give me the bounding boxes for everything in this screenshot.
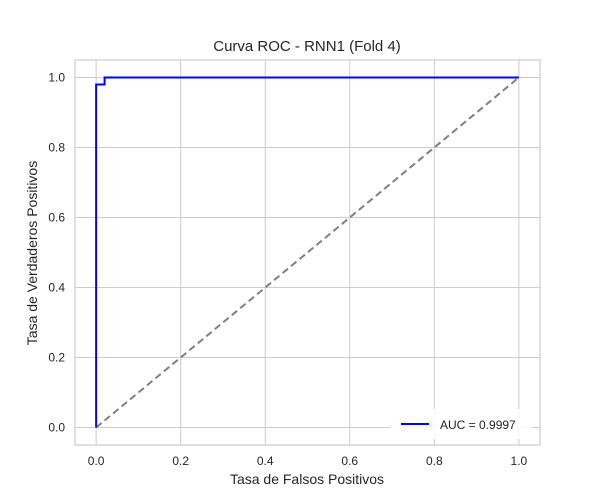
plot-frame xyxy=(74,59,541,446)
x-tick-label: 0.2 xyxy=(172,454,189,468)
y-tick-labels: 0.0 0.2 0.4 0.6 0.8 1.0 xyxy=(48,71,65,435)
legend-label-roc: AUC = 0.9997 xyxy=(440,418,516,432)
y-tick-label: 1.0 xyxy=(48,71,65,85)
x-axis-label: Tasa de Falsos Positivos xyxy=(230,471,384,487)
chart-title: Curva ROC - RNN1 (Fold 4) xyxy=(213,38,401,55)
x-tick-labels: 0.0 0.2 0.4 0.6 0.8 1.0 xyxy=(88,454,528,468)
legend: AUC = 0.9997 xyxy=(390,409,532,439)
y-axis-label: Tasa de Verdaderos Positivos xyxy=(24,161,40,345)
x-tick-label: 0.8 xyxy=(426,454,443,468)
legend-box xyxy=(390,409,532,439)
x-tick-label: 0.0 xyxy=(88,454,105,468)
y-tick-label: 0.2 xyxy=(48,351,65,365)
y-tick-label: 0.4 xyxy=(48,281,65,295)
y-tick-label: 0.6 xyxy=(48,211,65,225)
y-tick-label: 0.0 xyxy=(48,421,65,435)
chance-diagonal-line xyxy=(95,76,520,429)
x-tick-label: 0.4 xyxy=(257,454,274,468)
x-tick-label: 1.0 xyxy=(511,454,528,468)
series-layer xyxy=(95,76,520,429)
roc-curve-line xyxy=(95,76,519,428)
x-tick-label: 0.6 xyxy=(341,454,358,468)
y-tick-label: 0.8 xyxy=(48,141,65,155)
grid-lines xyxy=(75,60,540,445)
